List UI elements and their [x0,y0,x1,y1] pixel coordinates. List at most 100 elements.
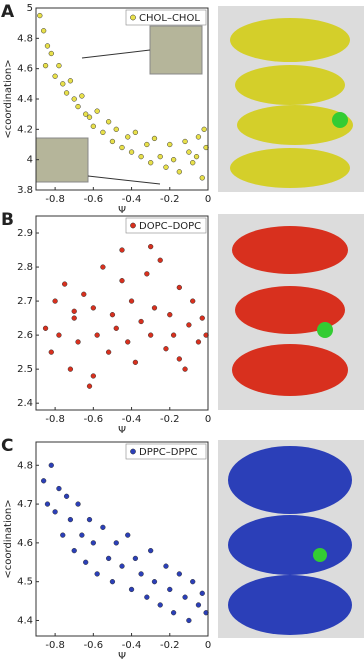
point [81,291,87,297]
point [144,141,150,148]
legend-marker [130,448,136,455]
point [67,78,74,84]
point [86,383,93,389]
point [119,563,125,569]
point [186,149,192,155]
point [83,111,89,117]
point [125,532,131,538]
point [71,547,77,554]
point [56,62,62,69]
point [63,90,70,96]
point [60,532,66,538]
panel-label: A [1,2,15,22]
y-tick-label: 4.8 [17,33,33,44]
point [94,571,100,577]
point [170,610,177,616]
y-axis-label: <coordination> [3,499,14,578]
point [52,509,58,515]
point [128,298,135,304]
point [105,555,112,562]
point [60,81,66,87]
point [83,559,89,565]
point [157,257,163,263]
point [109,312,116,318]
point [132,555,139,562]
point [132,129,139,136]
x-tick-label: -0.4 [122,640,142,651]
y-tick-label: 2.4 [17,398,33,409]
point [40,28,47,34]
point [167,312,173,318]
x-axis-label: Ψ [118,651,126,660]
x-tick-label: 0 [205,640,211,651]
point [67,366,74,372]
y-tick-label: 4.7 [17,499,33,510]
panel-label: B [1,210,14,230]
point [75,339,81,345]
point [125,339,131,345]
point [151,305,158,311]
legend-box [125,217,207,234]
point [90,540,96,546]
y-tick-label: 4.8 [17,460,33,471]
legend-box [125,443,207,460]
point [79,532,85,538]
x-tick-label: -0.8 [45,640,65,651]
point [86,516,93,523]
point [90,373,96,379]
point [182,366,188,372]
legend-box [125,9,207,26]
point [119,144,125,151]
point [100,524,106,531]
y-tick-label: 4.6 [17,64,33,75]
point [138,318,144,325]
point [71,308,77,314]
point [48,462,54,468]
x-tick-label: 0 [205,194,211,205]
point [151,579,158,585]
point [40,478,47,484]
point [105,119,112,125]
x-tick-label: -0.6 [84,640,104,651]
point [138,153,144,160]
point [113,540,119,546]
panel-label: C [1,436,13,456]
x-tick-label: -0.6 [84,194,104,205]
point [151,135,158,142]
point [195,134,202,140]
point [94,332,100,338]
y-tick-label: 4.5 [17,577,33,588]
point [100,264,106,270]
point [44,501,51,507]
x-axis-label: Ψ [118,425,126,436]
point [90,123,96,129]
point [109,579,116,585]
point [190,298,196,304]
y-tick-label: 2.6 [17,330,33,341]
x-tick-label: -0.8 [45,414,65,425]
point [163,563,169,569]
point [148,160,154,166]
point [190,579,196,585]
point [167,586,173,593]
y-tick-label: 2.7 [17,296,33,307]
y-tick-label: 4 [27,155,33,166]
x-tick-label: 0 [205,414,211,425]
point [186,322,192,328]
point [170,332,177,338]
point [138,571,144,577]
y-tick-label: 2.9 [17,228,33,239]
point [44,43,51,49]
point [56,485,62,492]
point [52,73,58,79]
point [86,114,93,120]
point [71,96,77,102]
point [119,278,125,284]
x-tick-label: -0.2 [160,414,180,425]
y-tick-label: 5 [27,3,33,14]
snapshot-b [218,214,364,410]
x-tick-label: -0.2 [160,640,180,651]
x-axis-label: Ψ [118,205,126,216]
legend-label: CHOL–CHOL [139,13,200,24]
point [148,332,154,338]
